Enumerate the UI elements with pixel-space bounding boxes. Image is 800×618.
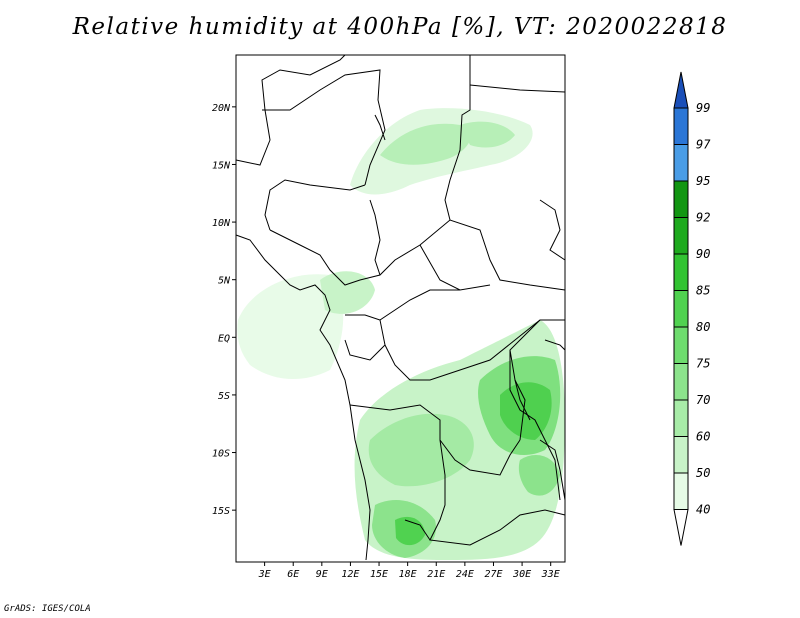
lon-tick-label: 33E [541,569,560,580]
lat-tick-label: 5S [218,391,230,402]
map-panel [235,54,566,563]
lat-tick-label: 10S [212,449,230,460]
colorbar-segment [673,290,689,328]
country-borders [235,54,566,561]
lon-tick-label: 30E [512,569,531,580]
latitude-axis: 20N 15N 10N 5N EQ 5S 10S 15S [212,103,236,517]
colorbar-label: 70 [696,393,710,407]
credit-text: GrADS: IGES/COLA [4,604,91,614]
colorbar-segment [673,71,689,109]
lon-tick-label: 24E [456,569,474,580]
colorbar-label: 50 [696,466,710,480]
colorbar-segment [673,363,689,401]
colorbar-label: 95 [696,174,710,188]
colorbar-segment [673,399,689,437]
lat-tick-label: 15N [212,160,231,171]
lon-tick-label: 12E [341,569,359,580]
colorbar: 99 97 95 92 90 85 80 75 70 60 50 40 [673,71,711,546]
colorbar-label: 97 [696,138,711,152]
colorbar-label: 99 [696,101,710,115]
lat-tick-label: 10N [212,218,231,229]
colorbar-segment [673,472,689,510]
lon-tick-label: 15E [370,569,388,580]
lat-tick-label: 15S [212,506,230,517]
lat-tick-label: EQ [218,333,230,344]
colorbar-label: 80 [696,320,710,334]
colorbar-label: 90 [696,247,710,261]
lon-tick-label: 21E [427,569,445,580]
colorbar-label: 85 [696,284,710,298]
colorbar-label: 75 [696,357,710,371]
lon-tick-label: 27E [484,569,502,580]
longitude-axis: 3E 6E 9E 12E 15E 18E 21E 24E 27E 30E 33E [258,562,560,580]
colorbar-segment [673,436,689,474]
lat-tick-label: 20N [212,103,231,114]
lon-tick-label: 18E [399,569,417,580]
colorbar-segment [673,107,689,145]
lon-tick-label: 6E [287,569,299,580]
colorbar-segment [673,180,689,218]
lon-tick-label: 3E [258,569,271,580]
humidity-shading [237,108,565,560]
map-title: Relative humidity at 400hPa [%], VT: 202… [72,14,728,40]
lat-tick-label: 5N [218,276,231,287]
colorbar-label: 60 [696,430,710,444]
colorbar-segment [673,253,689,291]
lon-tick-label: 9E [316,569,328,580]
map-frame [235,54,566,563]
colorbar-label: 40 [696,503,710,517]
colorbar-segment [673,217,689,255]
colorbar-label: 92 [696,211,710,225]
colorbar-segment [673,326,689,364]
colorbar-segment [673,144,689,182]
colorbar-segment [673,509,689,546]
